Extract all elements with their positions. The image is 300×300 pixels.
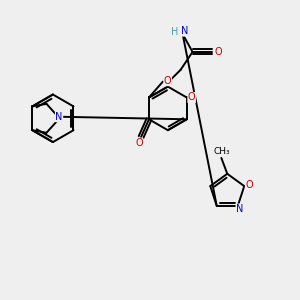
Text: N: N (181, 26, 188, 36)
Text: O: O (164, 76, 172, 85)
Text: N: N (56, 112, 63, 122)
Text: O: O (214, 47, 222, 57)
Text: O: O (245, 180, 253, 190)
Text: H: H (171, 27, 178, 37)
Text: O: O (135, 138, 143, 148)
Text: O: O (188, 92, 196, 103)
Text: CH₃: CH₃ (213, 148, 230, 157)
Text: N: N (236, 204, 243, 214)
